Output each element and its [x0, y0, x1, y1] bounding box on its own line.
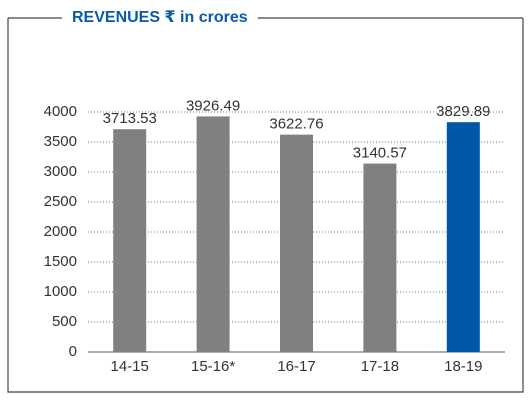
value-label: 3829.89	[436, 103, 490, 120]
bar	[113, 129, 147, 352]
bar	[363, 163, 397, 352]
bar	[446, 122, 480, 352]
x-tick-label: 14-15	[111, 358, 149, 375]
frame	[7, 18, 524, 393]
x-tick-label: 16-17	[277, 358, 315, 375]
x-tick-label: 17-18	[361, 358, 399, 375]
x-tick-label: 15-16*	[191, 358, 235, 375]
y-tick-label: 4000	[44, 103, 77, 120]
value-label: 3622.76	[269, 116, 323, 133]
y-tick-label: 500	[52, 313, 77, 330]
x-tick-label: 18-19	[444, 358, 482, 375]
y-tick-label: 3500	[44, 133, 77, 150]
y-tick-label: 2500	[44, 193, 77, 210]
chart-title: REVENUES ₹ in crores	[72, 9, 248, 26]
value-label: 3140.57	[353, 145, 407, 162]
bar	[196, 116, 230, 352]
y-tick-label: 3000	[44, 163, 77, 180]
y-tick-label: 1000	[44, 283, 77, 300]
bar	[280, 134, 313, 352]
y-tick-label: 2000	[44, 223, 77, 240]
y-tick-label: 0	[69, 343, 77, 360]
value-label: 3713.53	[103, 110, 157, 127]
y-tick-label: 1500	[44, 253, 77, 270]
value-label: 3926.49	[186, 97, 240, 114]
